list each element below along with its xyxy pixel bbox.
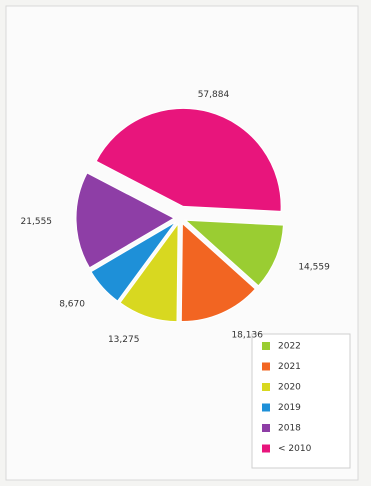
legend-label: 2021 bbox=[278, 362, 301, 372]
legend-swatch bbox=[262, 403, 270, 412]
pie-slice bbox=[119, 222, 179, 323]
data-label: 8,670 bbox=[59, 299, 85, 309]
legend-swatch bbox=[262, 383, 270, 391]
data-label: 13,275 bbox=[108, 335, 140, 345]
data-label: 14,559 bbox=[298, 262, 330, 272]
legend-label: < 2010 bbox=[278, 444, 312, 454]
legend-swatch bbox=[262, 362, 270, 371]
pie-slice bbox=[184, 219, 284, 287]
legend-label: 2019 bbox=[278, 403, 301, 413]
legend-label: 2018 bbox=[278, 424, 301, 434]
data-label: 57,884 bbox=[198, 90, 230, 100]
legend-label: 2022 bbox=[278, 342, 301, 352]
pie-slice bbox=[90, 221, 176, 302]
legend-swatch bbox=[262, 342, 270, 350]
data-label: 21,555 bbox=[21, 217, 53, 227]
pie-slice bbox=[95, 107, 282, 212]
pie-slice bbox=[75, 172, 176, 269]
data-label: 18,136 bbox=[231, 331, 263, 341]
pie-slice bbox=[180, 222, 256, 322]
legend-swatch bbox=[262, 444, 270, 453]
legend-swatch bbox=[262, 424, 270, 432]
legend-label: 2020 bbox=[278, 383, 301, 393]
